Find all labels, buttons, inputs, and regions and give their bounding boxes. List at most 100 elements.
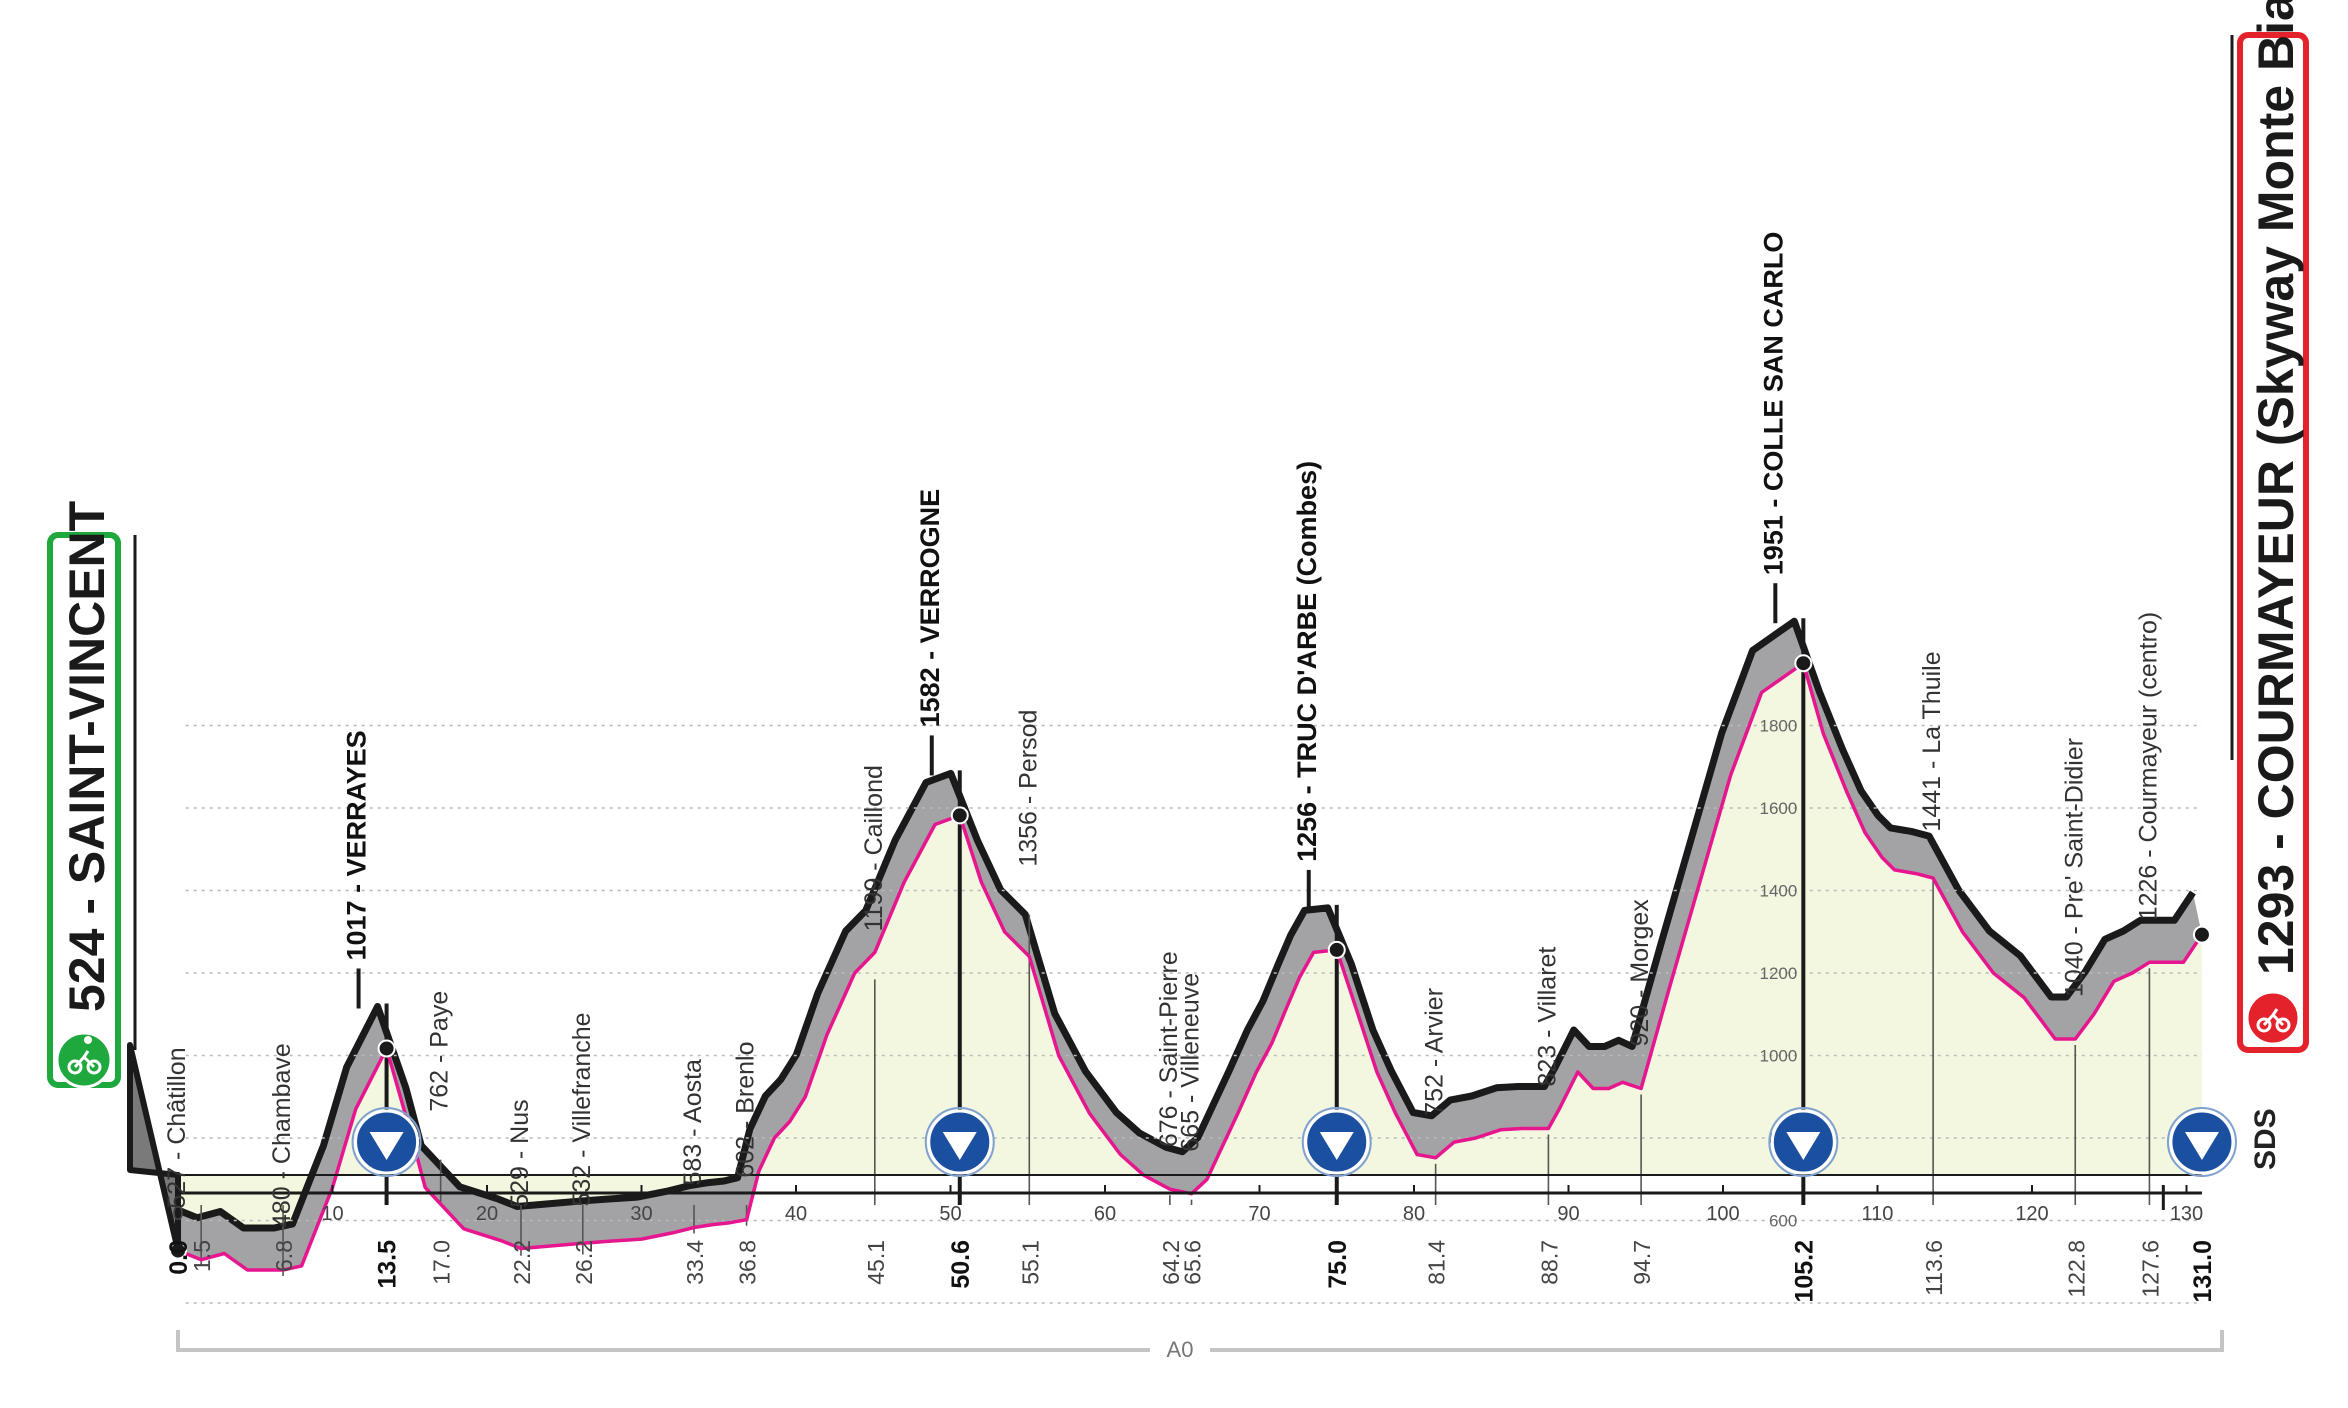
checkpoint-dot [377, 1039, 396, 1058]
km-label: 50.6 [947, 1240, 975, 1289]
checkpoint-label: 665 - Villeneuve [1177, 973, 1205, 1152]
km-label: 131.0 [2189, 1240, 2217, 1303]
marker-ring [924, 1107, 995, 1177]
finish-title: 1293 - COURMAYEUR (Skyway Monte Bianco) [2248, 0, 2304, 975]
checkpoint-dot [2192, 925, 2211, 944]
down-triangle-icon [942, 1132, 977, 1160]
intermediate-marker [924, 1107, 995, 1177]
x-tick-label: 30 [630, 1203, 652, 1225]
checkpoint-label: 1441 - La Thuile [1918, 651, 1946, 831]
checkpoint-label: 676 - Saint-Pierre [1155, 951, 1183, 1147]
climb-markers [351, 1107, 2237, 1177]
km-label: 122.8 [2063, 1240, 2089, 1298]
x-tick-label: 0 [172, 1203, 183, 1225]
checkpoint-dot [950, 806, 969, 825]
km-label: 64.2 [1158, 1240, 1184, 1285]
marker-ring [1768, 1107, 1839, 1177]
km-label: 0.0 [165, 1240, 193, 1275]
checkpoint-label: 823 - Villaret [1533, 947, 1561, 1087]
x-tick-label: 50 [939, 1203, 961, 1225]
km-label: 13.5 [374, 1240, 402, 1289]
km-label: 45.1 [863, 1240, 889, 1285]
checkpoint-label: 1199 - Caillond [860, 765, 888, 931]
down-triangle-icon [2184, 1132, 2219, 1160]
checkpoint-label: 762 - Paye [426, 991, 454, 1112]
altitude-tick-label: 1800 [1760, 717, 1798, 736]
x-tick-label: 90 [1557, 1203, 1579, 1225]
km-label: 55.1 [1017, 1240, 1043, 1285]
start-badge: 524 - SAINT-VINCENT [47, 501, 137, 1089]
altitude-tick-label: 1200 [1760, 964, 1798, 983]
checkpoint-label: 1951 - COLLE SAN CARLO [1758, 232, 1788, 576]
x-tick-label: 40 [785, 1203, 807, 1225]
checkpoint-labels: 527 - Châtillon 0.01.5 480 - Chambave 6.8 10… [163, 232, 2217, 1303]
km-axis: 0 10 20 30 40 50 60 70 80 90 100 110 120 130 [172, 1174, 2203, 1225]
profile-fill [178, 663, 2202, 1270]
km-label: 88.7 [1536, 1240, 1562, 1285]
checkpoint-label: 480 - Chambave [268, 1043, 296, 1228]
intermediate-marker [351, 1107, 422, 1177]
cyclist-icon [2245, 990, 2301, 1046]
checkpoint-dot [169, 1241, 187, 1260]
x-tick-label: 100 [1706, 1203, 1739, 1225]
x-tick-label: 10 [321, 1203, 343, 1225]
intermediate-marker [1301, 1107, 1372, 1177]
km-label: 1.5 [189, 1240, 215, 1272]
checkpoint-dot [1327, 940, 1346, 959]
x-tick-label: 130 [2170, 1203, 2203, 1225]
checkpoint-label: 1040 - Pre' Saint-Didier [2060, 738, 2088, 997]
checkpoint-label: 1226 - Courmayeur (centro) [2134, 612, 2162, 920]
km-label: 17.0 [429, 1240, 455, 1285]
checkpoint-label: 1017 - VERRAYES [342, 730, 372, 960]
x-tick-label: 70 [1248, 1203, 1270, 1225]
profile-outline [172, 617, 2196, 1232]
checkpoint-label: 1256 - TRUC D'ARBE (Combes) [1292, 461, 1322, 862]
marker-ring [1301, 1107, 1372, 1177]
checkpoint-label: 532 - Villefranche [568, 1012, 596, 1206]
altitude-tick-label: 600 [1769, 1212, 1797, 1231]
road-bracket: A0 [176, 1330, 2224, 1368]
km-label: 36.8 [735, 1240, 761, 1285]
km-label: 65.6 [1180, 1240, 1206, 1285]
start-title: 524 - SAINT-VINCENT [59, 501, 115, 1012]
altitude-tick-label: 1600 [1760, 799, 1798, 818]
x-tick-label: 120 [2015, 1203, 2048, 1225]
magenta-route-line [169, 654, 2211, 1272]
finish-badge: 1293 - COURMAYEUR (Skyway Monte Bianco) [2230, 0, 2309, 1053]
marker-ring [351, 1107, 422, 1177]
altitude-tick-label: 1000 [1760, 1047, 1798, 1066]
checkpoint-label: 1356 - Persod [1014, 710, 1042, 867]
brand-logo: SDS [2249, 1108, 2282, 1170]
x-tick-label: 110 [1862, 1203, 1894, 1225]
checkpoint-label: 529 - Nus [506, 1099, 534, 1207]
road-label: A0 [1167, 1337, 1194, 1362]
marker-ring [2166, 1107, 2237, 1177]
x-tick-label: 60 [1094, 1203, 1116, 1225]
checkpoint-label: 752 - Arvier [1421, 988, 1449, 1116]
finish-badge-frame [2237, 32, 2309, 1053]
down-triangle-icon [1319, 1132, 1354, 1160]
checkpoint-label: 1582 - VERROGNE [915, 489, 945, 728]
checkpoint-dot [1794, 654, 1813, 673]
km-label: 26.2 [571, 1240, 597, 1285]
km-label: 22.2 [509, 1240, 535, 1285]
km-label: 81.4 [1424, 1240, 1450, 1285]
checkpoint-label: 602 - Brenlo [732, 1041, 760, 1177]
km-label: 113.6 [1921, 1240, 1947, 1296]
km-label: 75.0 [1324, 1240, 1352, 1289]
km-label: 94.7 [1629, 1240, 1655, 1285]
km-label: 105.2 [1790, 1240, 1818, 1303]
km-label: 127.6 [2137, 1240, 2163, 1298]
down-triangle-icon [1786, 1132, 1821, 1160]
magenta-line [177, 661, 2204, 1272]
intermediate-marker [2166, 1107, 2237, 1177]
down-triangle-icon [369, 1132, 404, 1160]
km-label: 33.4 [682, 1240, 708, 1285]
altitude-tick-label: 1400 [1760, 882, 1798, 901]
x-tick-label: 20 [476, 1203, 498, 1225]
km-label: 6.8 [271, 1240, 297, 1272]
checkpoint-label: 527 - Châtillon [163, 1047, 191, 1208]
cyclist-icon [55, 1031, 113, 1089]
intermediate-marker [1768, 1107, 1839, 1177]
checkpoint-label: 583 - Aosta [679, 1059, 707, 1186]
